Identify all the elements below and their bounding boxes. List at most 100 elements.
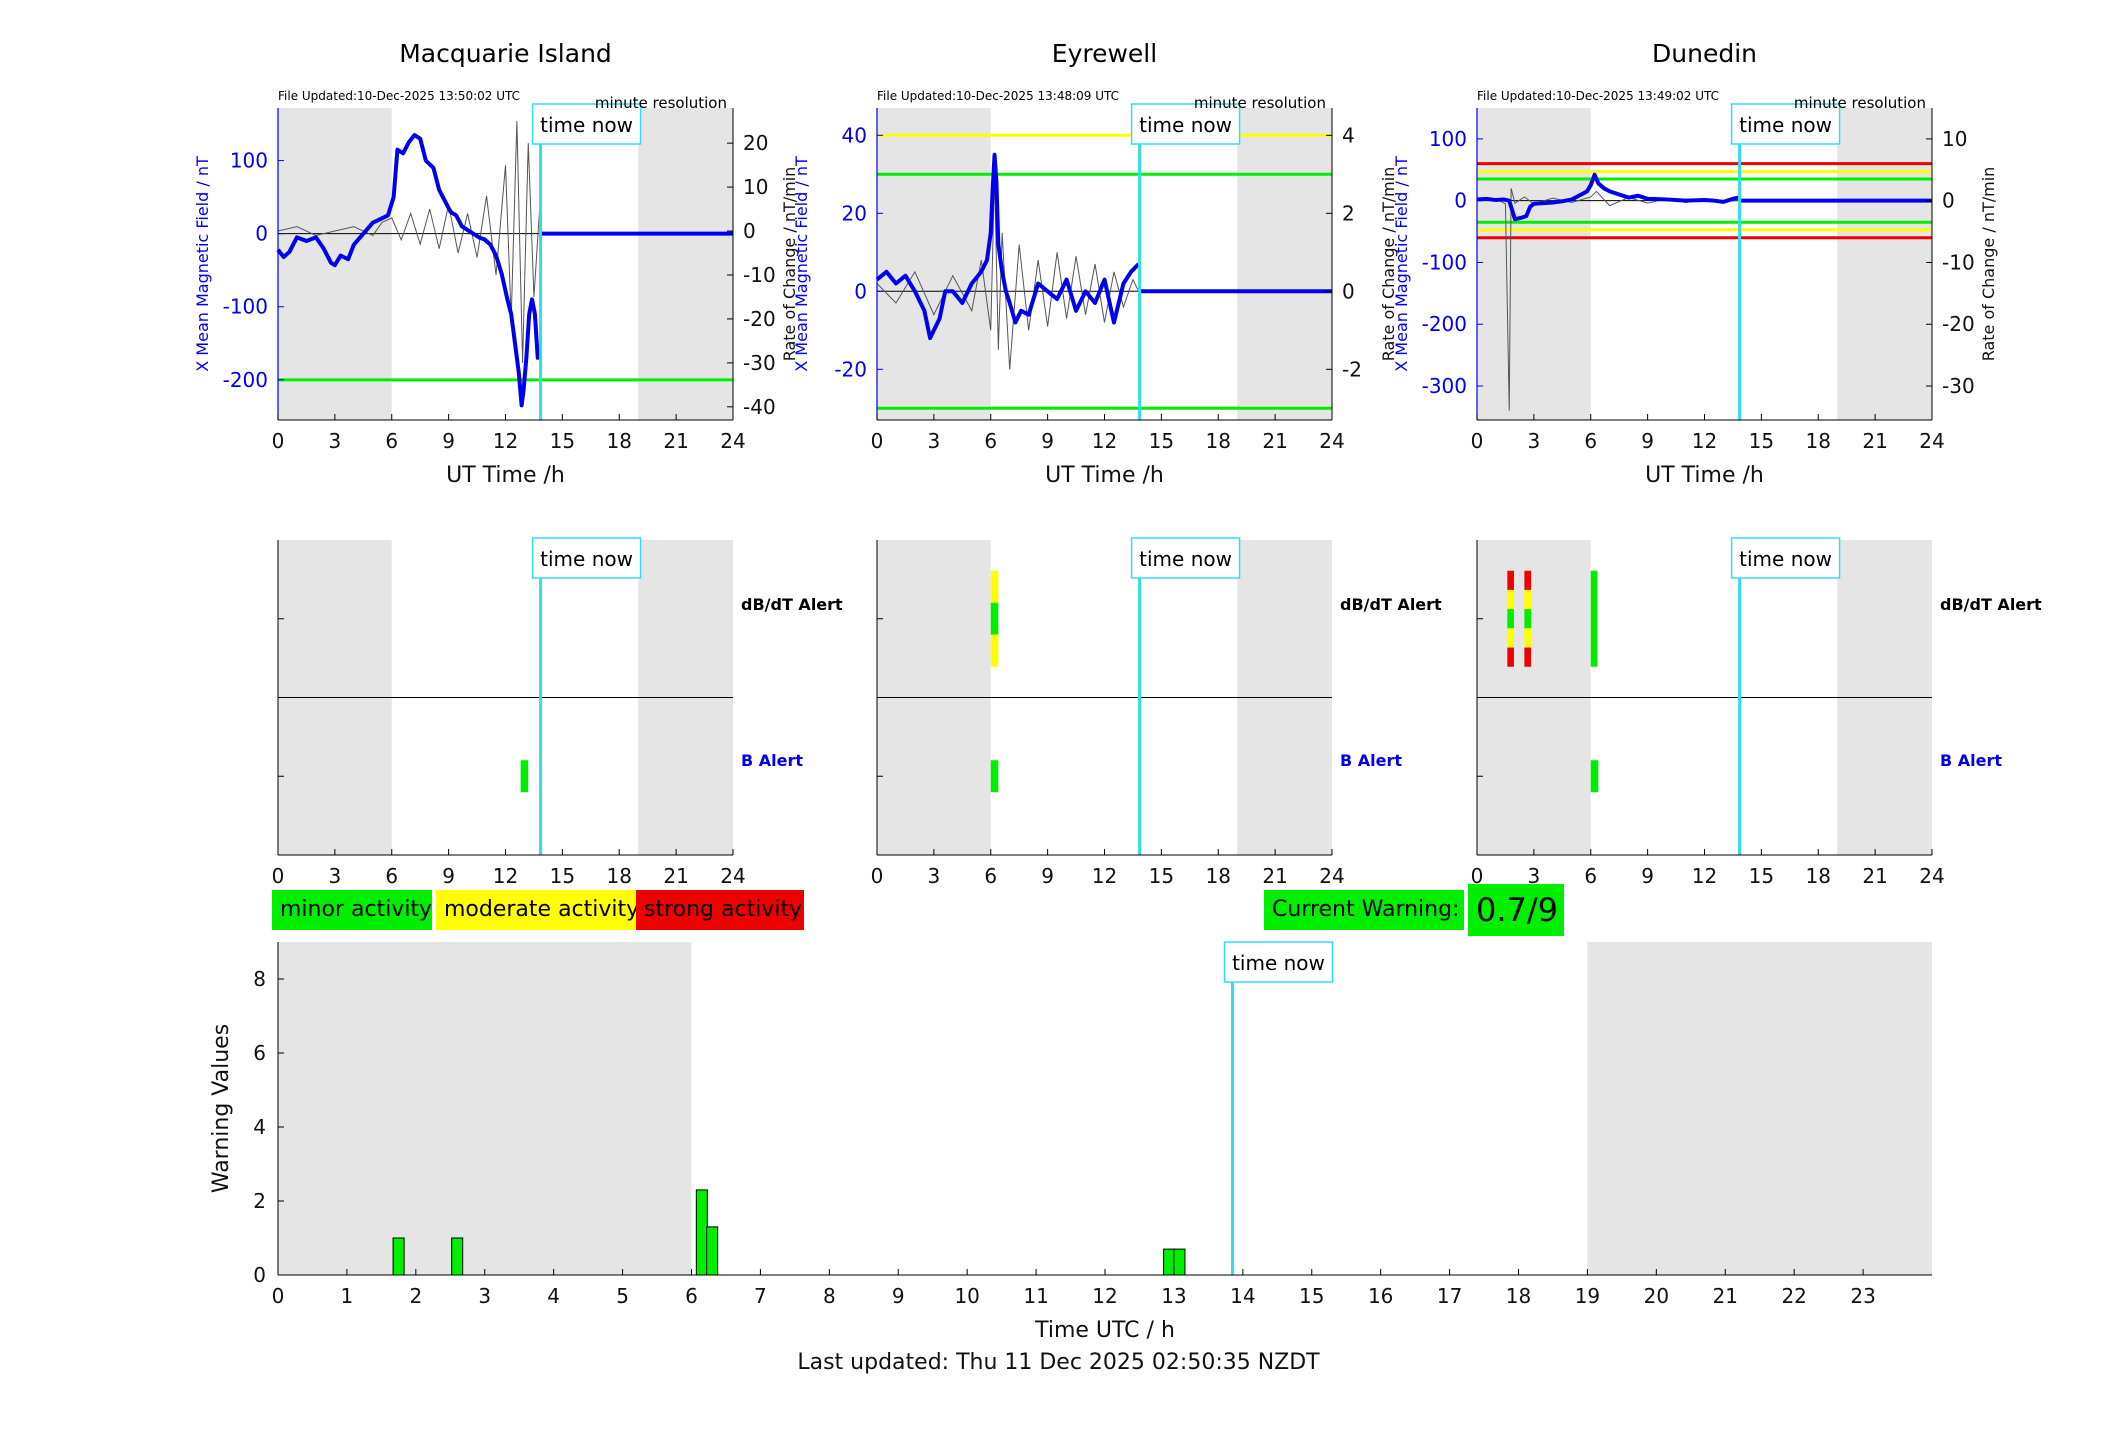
- resolution-text: minute resolution: [1194, 94, 1326, 112]
- alert-0-time-now-label: time now: [540, 547, 633, 571]
- y-tick-label: 2: [253, 1189, 266, 1213]
- station-title: Eyrewell: [1052, 39, 1157, 68]
- rate-of-change-line: [277, 121, 541, 363]
- x-tick-label: 24: [720, 864, 745, 888]
- dbdt-alert-block-yellow: [1507, 628, 1514, 648]
- dbdt-alert-block-red: [1524, 570, 1532, 590]
- y-tick-label: -300: [1422, 374, 1467, 398]
- x-tick-label: 24: [1919, 429, 1944, 453]
- b-alert-label: B Alert: [741, 751, 803, 770]
- x-tick-label: 20: [1644, 1284, 1669, 1308]
- x-tick-label: 21: [1862, 429, 1887, 453]
- dbdt-alert-block-yellow: [990, 634, 999, 667]
- y-axis-label-left: X Mean Magnetic Field / nT: [193, 156, 212, 372]
- dbdt-alert-block-yellow: [1524, 589, 1532, 610]
- y-axis-label-right: Rate of Change / nT/min: [1979, 167, 1998, 362]
- x-tick-label: 24: [720, 429, 745, 453]
- warning-time-now-box: [1223, 941, 1334, 983]
- y2-tick-label: 0: [743, 219, 756, 243]
- y2-tick-label: -30: [743, 351, 776, 375]
- y2-tick-label: 20: [743, 131, 768, 155]
- x-tick-label: 0: [1471, 429, 1484, 453]
- x-tick-label: 18: [1806, 429, 1831, 453]
- station-title: Dunedin: [1652, 39, 1757, 68]
- resolution-text: minute resolution: [595, 94, 727, 112]
- top-0-time-now-box: [531, 103, 642, 145]
- y-tick-label: 6: [253, 1041, 266, 1065]
- x-tick-label: 9: [1641, 864, 1654, 888]
- night-shade: [1237, 108, 1332, 420]
- x-axis-label: UT Time /h: [1045, 463, 1164, 488]
- x-tick-label: 15: [550, 429, 575, 453]
- night-shade: [1587, 942, 1932, 1275]
- x-axis-label: UT Time /h: [1645, 463, 1764, 488]
- y2-tick-label: -40: [743, 395, 776, 419]
- magnetic-field-line: [276, 133, 542, 408]
- x-axis-label: UT Time /h: [446, 463, 565, 488]
- warning-bar: [695, 1189, 708, 1276]
- x-tick-label: 0: [1471, 864, 1484, 888]
- x-tick-label: 12: [493, 429, 518, 453]
- dbdt-alert-label: dB/dT Alert: [741, 595, 843, 614]
- file-updated-text: File Updated:10-Dec-2025 13:50:02 UTC: [278, 89, 520, 103]
- x-tick-label: 12: [493, 864, 518, 888]
- last-updated: Last updated: Thu 11 Dec 2025 02:50:35 N…: [797, 1350, 1320, 1375]
- warning-bar: [1173, 1248, 1186, 1276]
- current-warning-label: Current Warning:: [1264, 890, 1464, 930]
- y-axis-label-right: Rate of Change / nT/min: [1379, 167, 1398, 362]
- dbdt-alert-block-green: [1507, 609, 1514, 629]
- y2-tick-label: -30: [1942, 374, 1975, 398]
- x-tick-label: 9: [1041, 864, 1054, 888]
- top-0-time-now-label: time now: [540, 113, 633, 137]
- night-shade: [278, 942, 692, 1275]
- x-tick-label: 15: [1149, 864, 1174, 888]
- x-tick-label: 21: [1713, 1284, 1738, 1308]
- y-tick-label: 20: [842, 201, 867, 225]
- x-tick-label: 6: [984, 864, 997, 888]
- legend-strong-activity: strong activity: [636, 890, 804, 930]
- top-2-time-now-label: time now: [1739, 113, 1832, 137]
- magnetic-field-line: [1476, 172, 1740, 222]
- x-tick-label: 0: [272, 864, 285, 888]
- magnetic-field-line: [875, 152, 1141, 341]
- y-tick-label: 0: [1454, 189, 1467, 213]
- x-tick-label: 9: [1641, 429, 1654, 453]
- b-alert-block-green: [1590, 760, 1599, 793]
- y-axis-label-left: X Mean Magnetic Field / nT: [792, 156, 811, 372]
- x-tick-label: 9: [1041, 429, 1054, 453]
- y-tick-label: 8: [253, 967, 266, 991]
- x-tick-label: 1: [341, 1284, 354, 1308]
- x-tick-label: 3: [478, 1284, 491, 1308]
- y2-tick-label: 0: [1942, 189, 1955, 213]
- x-tick-label: 18: [607, 864, 632, 888]
- x-tick-label: 21: [663, 429, 688, 453]
- y-tick-label: -200: [1422, 312, 1467, 336]
- b-alert-label: B Alert: [1940, 751, 2002, 770]
- x-tick-label: 9: [892, 1284, 905, 1308]
- rate-of-change-line: [876, 174, 1140, 370]
- x-tick-label: 12: [1092, 1284, 1117, 1308]
- x-tick-label: 24: [1319, 429, 1344, 453]
- y-tick-label: 40: [842, 123, 867, 147]
- x-tick-label: 0: [272, 429, 285, 453]
- x-tick-label: 12: [1092, 864, 1117, 888]
- y-tick-label: -100: [1422, 250, 1467, 274]
- x-tick-label: 3: [1528, 429, 1541, 453]
- y-tick-label: 0: [854, 279, 867, 303]
- night-shade: [638, 108, 733, 420]
- x-tick-label: 18: [1806, 864, 1831, 888]
- legend-moderate-activity: moderate activity: [436, 890, 639, 930]
- x-tick-label: 6: [685, 1284, 698, 1308]
- x-tick-label: 21: [1262, 864, 1287, 888]
- x-tick-label: 3: [329, 864, 342, 888]
- y-tick-label: 4: [253, 1115, 266, 1139]
- alert-1-time-now-label: time now: [1139, 547, 1232, 571]
- warning-bar: [706, 1226, 719, 1276]
- y2-tick-label: 0: [1342, 279, 1355, 303]
- x-tick-label: 8: [823, 1284, 836, 1308]
- x-tick-label: 14: [1230, 1284, 1255, 1308]
